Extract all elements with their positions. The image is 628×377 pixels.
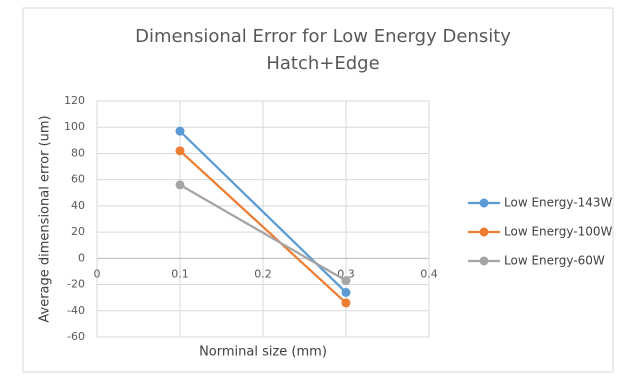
- y-tick-label: -60: [67, 330, 85, 343]
- chart-title: Hatch+Edge: [266, 53, 379, 74]
- data-point: [341, 276, 351, 286]
- data-point: [175, 180, 185, 190]
- legend-label: Low Energy-143W: [504, 196, 612, 210]
- y-tick-label: 40: [71, 199, 85, 212]
- series-line: [179, 183, 347, 282]
- x-tick-label: 0: [94, 267, 101, 280]
- data-point: [175, 126, 185, 136]
- chart-frame: [22, 7, 614, 373]
- x-tick-label: 0.4: [420, 267, 438, 280]
- y-tick-label: 80: [71, 146, 85, 159]
- x-tick-label: 0.2: [254, 267, 272, 280]
- legend-marker: [479, 198, 489, 208]
- legend-marker: [479, 256, 489, 266]
- chart-title: Dimensional Error for Low Energy Density: [135, 26, 511, 47]
- legend-label: Low Energy-60W: [504, 254, 605, 268]
- data-point: [341, 287, 351, 297]
- y-axis-title: Average dimensional error (um): [38, 115, 53, 322]
- y-tick-label: -20: [67, 278, 85, 291]
- y-tick-label: 60: [71, 173, 85, 186]
- y-tick-label: 120: [64, 94, 85, 107]
- x-axis-title: Norminal size (mm): [199, 345, 327, 360]
- x-tick-label: 0.1: [171, 267, 189, 280]
- series-line: [179, 149, 347, 304]
- y-tick-label: 0: [78, 251, 85, 264]
- legend-marker: [479, 227, 489, 237]
- data-point: [341, 298, 351, 308]
- data-point: [175, 146, 185, 156]
- y-tick-label: 20: [71, 225, 85, 238]
- y-tick-label: -40: [67, 304, 85, 317]
- legend-label: Low Energy-100W: [504, 225, 612, 239]
- y-tick-label: 100: [64, 120, 85, 133]
